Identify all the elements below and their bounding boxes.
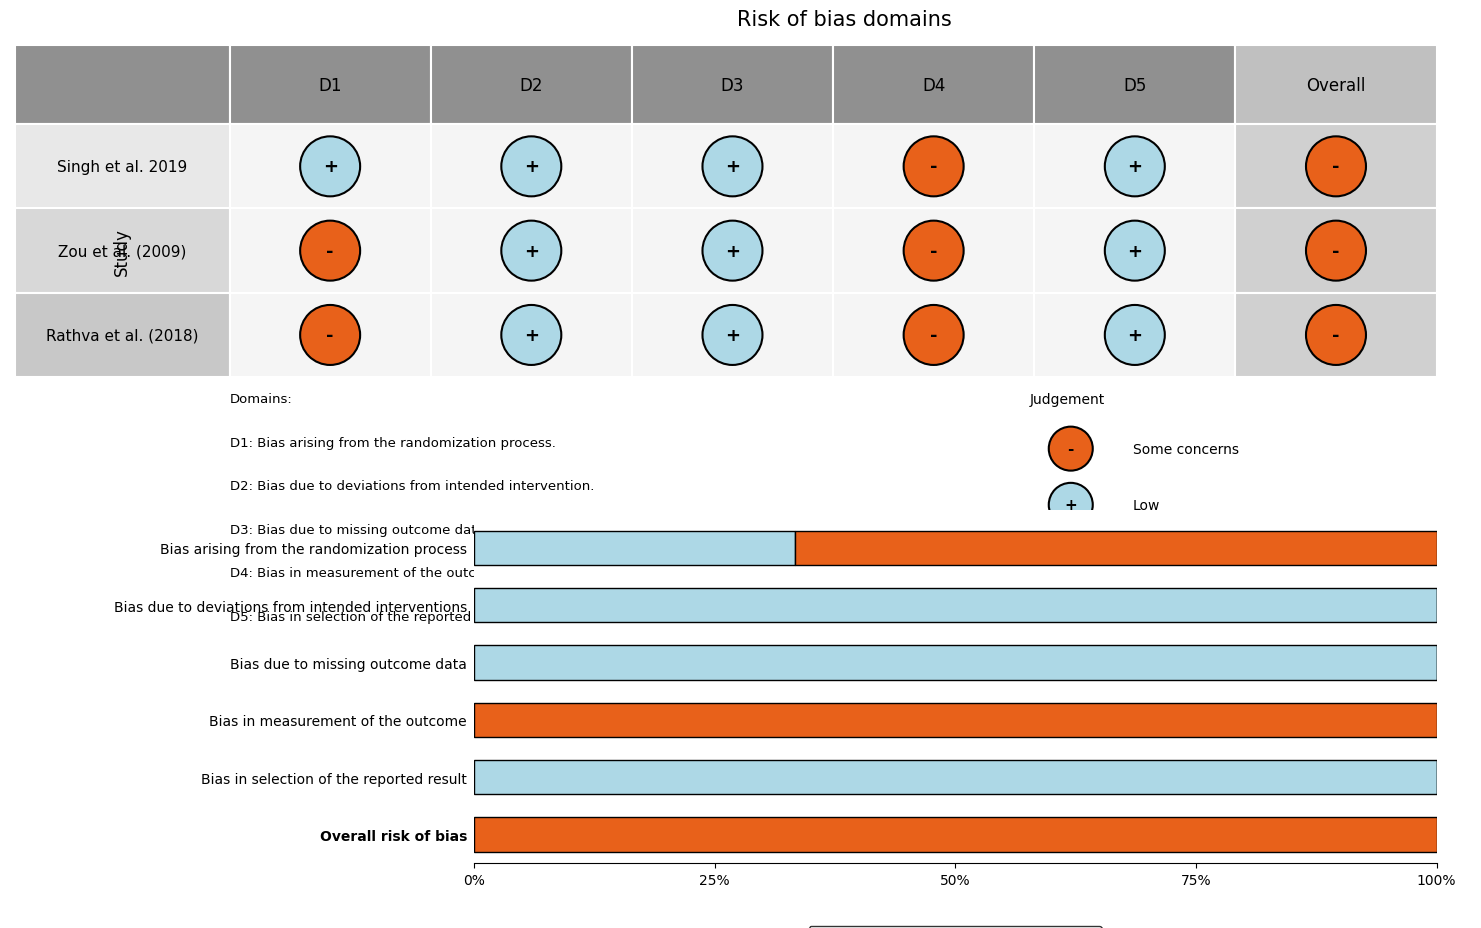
Text: -: -	[930, 242, 937, 261]
FancyBboxPatch shape	[632, 210, 832, 293]
Bar	[474, 702, 1437, 737]
FancyBboxPatch shape	[431, 293, 632, 378]
Bar	[474, 588, 1437, 623]
Ellipse shape	[1105, 305, 1166, 366]
FancyBboxPatch shape	[832, 125, 1034, 210]
Text: Overall: Overall	[1306, 76, 1365, 95]
Text: Domains:: Domains:	[230, 393, 292, 406]
Ellipse shape	[301, 305, 360, 366]
FancyBboxPatch shape	[832, 210, 1034, 293]
Text: +: +	[323, 158, 338, 176]
Ellipse shape	[903, 137, 964, 197]
Ellipse shape	[301, 137, 360, 197]
Text: +: +	[726, 242, 740, 261]
Ellipse shape	[1306, 137, 1365, 197]
Text: -: -	[1333, 327, 1340, 344]
Text: -: -	[1068, 442, 1074, 457]
Ellipse shape	[1105, 222, 1166, 281]
Text: -: -	[930, 158, 937, 176]
Ellipse shape	[702, 305, 763, 366]
Ellipse shape	[1306, 305, 1365, 366]
FancyBboxPatch shape	[1235, 210, 1437, 293]
Text: D2: Bias due to deviations from intended intervention.: D2: Bias due to deviations from intended…	[230, 480, 594, 493]
Text: -: -	[326, 242, 333, 261]
Text: +: +	[726, 327, 740, 344]
Bar	[795, 531, 1437, 565]
Text: D4: Bias in measurement of the outcome.: D4: Bias in measurement of the outcome.	[230, 566, 508, 579]
Text: Risk of bias domains: Risk of bias domains	[736, 10, 952, 31]
Text: +: +	[524, 158, 539, 176]
FancyBboxPatch shape	[431, 45, 632, 125]
FancyBboxPatch shape	[832, 45, 1034, 125]
Text: D5: D5	[1123, 76, 1146, 95]
Text: D1: D1	[318, 76, 342, 95]
Text: +: +	[726, 158, 740, 176]
FancyBboxPatch shape	[1034, 45, 1235, 125]
FancyBboxPatch shape	[431, 210, 632, 293]
Text: +: +	[524, 242, 539, 261]
Text: Judgement: Judgement	[1029, 393, 1105, 407]
Text: D2: D2	[520, 76, 544, 95]
FancyBboxPatch shape	[230, 45, 431, 125]
Text: +: +	[1127, 242, 1142, 261]
Ellipse shape	[702, 222, 763, 281]
Text: D3: Bias due to missing outcome data.: D3: Bias due to missing outcome data.	[230, 523, 489, 536]
Legend: Low risk, Some concerns: Low risk, Some concerns	[809, 926, 1102, 928]
Text: +: +	[1127, 327, 1142, 344]
Text: -: -	[1333, 242, 1340, 261]
Text: Zou et al. (2009): Zou et al. (2009)	[58, 244, 187, 259]
FancyBboxPatch shape	[15, 210, 230, 293]
Bar	[474, 531, 795, 565]
Text: +: +	[1065, 497, 1077, 513]
Ellipse shape	[1049, 483, 1093, 527]
FancyBboxPatch shape	[1235, 125, 1437, 210]
FancyBboxPatch shape	[15, 125, 230, 210]
Text: Some concerns: Some concerns	[1133, 442, 1240, 457]
Text: D4: D4	[923, 76, 945, 95]
FancyBboxPatch shape	[230, 125, 431, 210]
Text: +: +	[1127, 158, 1142, 176]
Bar	[474, 760, 1437, 794]
FancyBboxPatch shape	[230, 293, 431, 378]
FancyBboxPatch shape	[632, 45, 832, 125]
Text: -: -	[326, 327, 333, 344]
Ellipse shape	[301, 222, 360, 281]
Ellipse shape	[1105, 137, 1166, 197]
FancyBboxPatch shape	[1034, 125, 1235, 210]
Bar	[474, 818, 1437, 852]
Text: Singh et al. 2019: Singh et al. 2019	[58, 160, 187, 174]
Text: +: +	[524, 327, 539, 344]
FancyBboxPatch shape	[1034, 210, 1235, 293]
Ellipse shape	[501, 305, 561, 366]
Text: D3: D3	[721, 76, 745, 95]
Bar	[474, 646, 1437, 680]
Ellipse shape	[903, 305, 964, 366]
FancyBboxPatch shape	[632, 125, 832, 210]
FancyBboxPatch shape	[832, 293, 1034, 378]
Text: Study: Study	[113, 227, 132, 276]
FancyBboxPatch shape	[15, 293, 230, 378]
Text: Low: Low	[1133, 498, 1160, 512]
Ellipse shape	[501, 222, 561, 281]
FancyBboxPatch shape	[15, 45, 230, 125]
FancyBboxPatch shape	[632, 293, 832, 378]
FancyBboxPatch shape	[1235, 45, 1437, 125]
Ellipse shape	[1049, 427, 1093, 471]
FancyBboxPatch shape	[1235, 293, 1437, 378]
FancyBboxPatch shape	[1034, 293, 1235, 378]
Ellipse shape	[501, 137, 561, 197]
Ellipse shape	[1306, 222, 1365, 281]
Text: D5: Bias in selection of the reported result.: D5: Bias in selection of the reported re…	[230, 610, 517, 623]
Ellipse shape	[702, 137, 763, 197]
Text: -: -	[930, 327, 937, 344]
Text: -: -	[1333, 158, 1340, 176]
Ellipse shape	[903, 222, 964, 281]
FancyBboxPatch shape	[431, 125, 632, 210]
FancyBboxPatch shape	[230, 210, 431, 293]
Text: Rathva et al. (2018): Rathva et al. (2018)	[46, 329, 198, 343]
Text: D1: Bias arising from the randomization process.: D1: Bias arising from the randomization …	[230, 436, 555, 449]
